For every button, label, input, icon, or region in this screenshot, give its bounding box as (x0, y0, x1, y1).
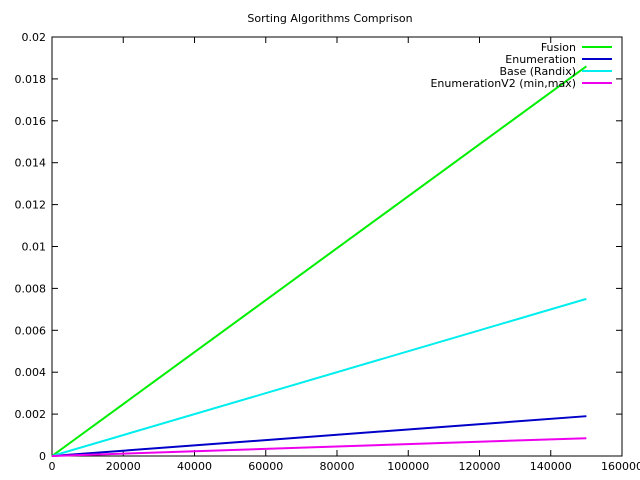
y-axis-ticks: 0 0.002 0.004 0.006 0.008 0.01 0.012 0.014 0.016… (15, 31, 622, 463)
y-tick-label: 0.002 (15, 408, 47, 421)
y-tick-label: 0 (39, 450, 46, 463)
x-tick-label: 120000 (459, 460, 501, 473)
x-tick-label: 0 (49, 460, 56, 473)
x-tick-label: 100000 (387, 460, 429, 473)
x-tick-label: 160000 (601, 460, 640, 473)
x-tick-label: 80000 (320, 460, 355, 473)
x-tick-label: 20000 (106, 460, 141, 473)
chart-title: Sorting Algorithms Comprison (247, 12, 412, 25)
legend-label: Base (Randix) (499, 65, 576, 78)
y-tick-label: 0.012 (15, 199, 47, 212)
x-tick-label: 140000 (530, 460, 572, 473)
series-line-3 (51, 297, 587, 457)
x-tick-label: 60000 (248, 460, 283, 473)
series-line-2 (51, 415, 587, 457)
series-line-4 (51, 437, 587, 457)
y-tick-label: 0.004 (15, 366, 47, 379)
y-tick-label: 0.008 (15, 282, 47, 295)
legend-label: Enumeration (505, 53, 576, 66)
legend-label: Fusion (541, 41, 576, 54)
x-tick-label: 40000 (177, 460, 212, 473)
y-tick-label: 0.01 (22, 241, 47, 254)
y-tick-label: 0.018 (15, 73, 47, 86)
y-tick-label: 0.02 (22, 31, 47, 44)
y-tick-label: 0.014 (15, 157, 47, 170)
y-tick-label: 0.006 (15, 324, 47, 337)
legend-label: EnumerationV2 (min,max) (430, 77, 576, 90)
series-lines (51, 65, 587, 457)
series-line-1 (51, 65, 587, 457)
x-axis-ticks: 0 20000 40000 60000 80000 100000 120000 140000 1… (49, 37, 640, 473)
y-tick-label: 0.016 (15, 115, 47, 128)
